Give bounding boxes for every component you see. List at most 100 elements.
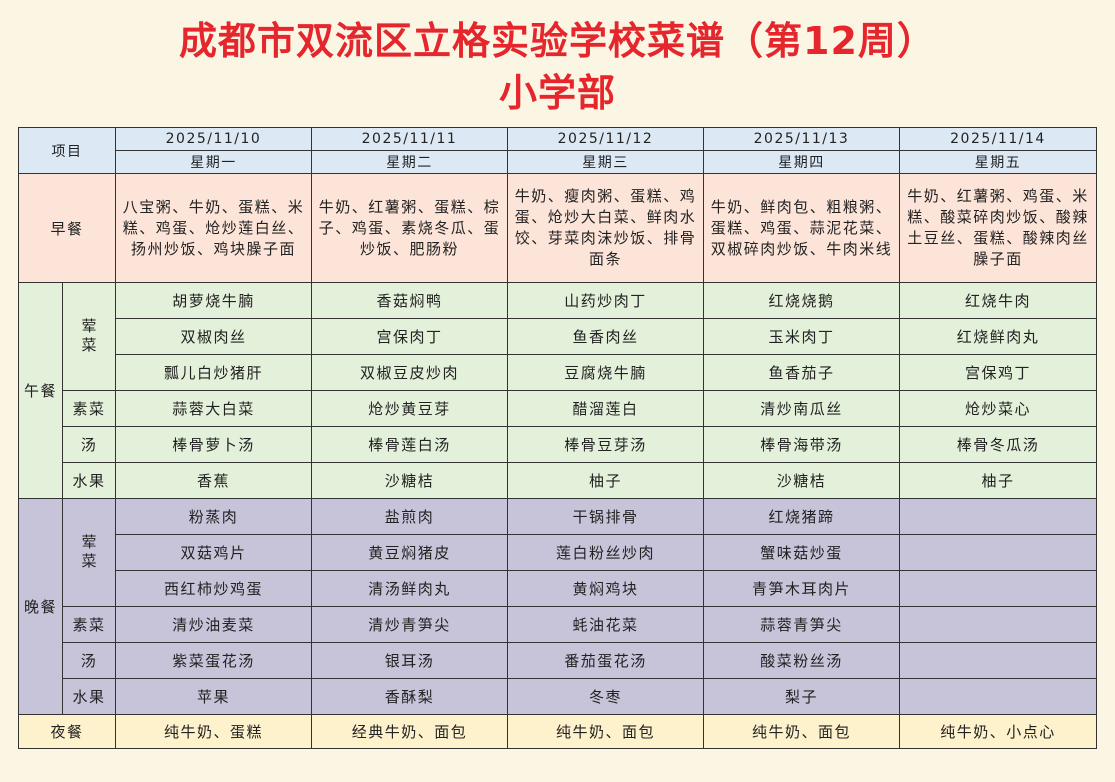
lunch-row: 午餐 荤菜 胡萝烧牛腩 香菇焖鸭 山药炒肉丁 红烧烧鹅 红烧牛肉	[18, 282, 1097, 499]
lunch-dish-cell: 沙糖桔	[311, 462, 508, 499]
lunch-dish-cell: 豆腐烧牛腩	[507, 354, 704, 391]
dinner-dish-cell: 莲白粉丝炒肉	[507, 534, 704, 571]
menu-table: 项目 2025/11/10 2025/11/11 2025/11/12 2025/11/…	[18, 127, 1097, 749]
lunch-dish-cell: 柚子	[899, 462, 1097, 499]
dinner-dish-cell: 冬枣	[507, 678, 704, 715]
lunch-dish-cell: 醋溜莲白	[507, 390, 704, 427]
dinner-dish-cell	[899, 606, 1097, 643]
lunch-dish-cell: 双椒肉丝	[115, 318, 312, 355]
header-row-dates: 项目 2025/11/10 2025/11/11 2025/11/12 2025/11/…	[18, 127, 1097, 174]
dinner-row: 晚餐 荤菜 粉蒸肉 盐煎肉 干锅排骨 红烧猪蹄	[18, 498, 1097, 715]
lunch-dish-cell: 棒骨冬瓜汤	[899, 426, 1097, 463]
night-snack-label: 夜餐	[18, 714, 116, 749]
lunch-dish-cell: 鱼香茄子	[703, 354, 900, 391]
lunch-dish-cell: 棒骨豆芽汤	[507, 426, 704, 463]
dinner-dish-cell: 蟹味菇炒蛋	[703, 534, 900, 571]
lunch-dish-cell: 宫保鸡丁	[899, 354, 1097, 391]
lunch-dish-cell: 棒骨海带汤	[703, 426, 900, 463]
item-label: 项目	[18, 127, 116, 174]
dinner-dish-cell: 黄豆焖猪皮	[311, 534, 508, 571]
dinner-dish-cell: 梨子	[703, 678, 900, 715]
lunch-dish-cell: 红烧牛肉	[899, 282, 1097, 319]
dinner-dish-cell: 盐煎肉	[311, 498, 508, 535]
lunch-category: 汤	[62, 426, 116, 463]
page-subtitle: 小学部	[498, 71, 616, 115]
lunch-dish-cell: 沙糖桔	[703, 462, 900, 499]
breakfast-cell: 牛奶、红薯粥、蛋糕、棕子、鸡蛋、素烧冬瓜、蛋炒饭、肥肠粉	[311, 173, 508, 283]
dinner-dish-cell: 蚝油花菜	[507, 606, 704, 643]
dinner-dish-cell: 清汤鲜肉丸	[311, 570, 508, 607]
date-cell: 2025/11/12	[507, 127, 704, 151]
night-snack-cell: 纯牛奶、小点心	[899, 714, 1097, 749]
lunch-row: 瓢儿白炒猪肝 双椒豆皮炒肉 豆腐烧牛腩 鱼香茄子 宫保鸡丁	[19, 354, 1097, 391]
lunch-dish-cell: 蒜蓉大白菜	[115, 390, 312, 427]
lunch-dish-cell: 炝炒菜心	[899, 390, 1097, 427]
breakfast-label: 早餐	[18, 173, 116, 283]
dinner-category: 荤菜	[62, 498, 116, 607]
dinner-dish-cell: 银耳汤	[311, 642, 508, 679]
breakfast-cell: 牛奶、鲜肉包、粗粮粥、蛋糕、鸡蛋、蒜泥花菜、双椒碎肉炒饭、牛肉米线	[703, 173, 900, 283]
weekday-cell: 星期一	[115, 150, 312, 174]
lunch-dish-cell: 柚子	[507, 462, 704, 499]
lunch-dish-cell: 鱼香肉丝	[507, 318, 704, 355]
breakfast-row: 早餐 八宝粥、牛奶、蛋糕、米糕、鸡蛋、炝炒莲白丝、扬州炒饭、鸡块臊子面 牛奶、红薯粥…	[18, 173, 1097, 283]
dinner-category: 汤	[62, 642, 116, 679]
dinner-dish-cell: 粉蒸肉	[115, 498, 312, 535]
dinner-dish-cell: 双菇鸡片	[115, 534, 312, 571]
dinner-row: 双菇鸡片 黄豆焖猪皮 莲白粉丝炒肉 蟹味菇炒蛋	[19, 534, 1097, 571]
dinner-dish-cell: 紫菜蛋花汤	[115, 642, 312, 679]
header-row-weekdays: 星期一 星期二 星期三 星期四 星期五	[19, 150, 1097, 174]
dinner-dish-cell	[899, 642, 1097, 679]
dinner-dish-cell: 香酥梨	[311, 678, 508, 715]
dinner-dish-cell	[899, 570, 1097, 607]
lunch-dish-cell: 炝炒黄豆芽	[311, 390, 508, 427]
dinner-dish-cell	[899, 534, 1097, 571]
dinner-row: 水果 苹果 香酥梨 冬枣 梨子	[19, 678, 1097, 715]
date-cell: 2025/11/13	[703, 127, 900, 151]
date-cell: 2025/11/14	[899, 127, 1097, 151]
dinner-row: 素菜 清炒油麦菜 清炒青笋尖 蚝油花菜 蒜蓉青笋尖	[19, 606, 1097, 643]
dinner-dish-cell	[899, 678, 1097, 715]
dinner-dish-cell: 西红柿炒鸡蛋	[115, 570, 312, 607]
lunch-category: 荤菜	[62, 282, 116, 391]
dinner-label: 晚餐	[18, 498, 63, 715]
lunch-dish-cell: 胡萝烧牛腩	[115, 282, 312, 319]
weekday-cell: 星期二	[311, 150, 508, 174]
lunch-dish-cell: 棒骨莲白汤	[311, 426, 508, 463]
weekday-cell: 星期三	[507, 150, 704, 174]
dinner-dish-cell: 酸菜粉丝汤	[703, 642, 900, 679]
date-cell: 2025/11/11	[311, 127, 508, 151]
lunch-dish-cell: 香菇焖鸭	[311, 282, 508, 319]
lunch-dish-cell: 双椒豆皮炒肉	[311, 354, 508, 391]
dinner-dish-cell: 干锅排骨	[507, 498, 704, 535]
dinner-category: 水果	[62, 678, 116, 715]
dinner-dish-cell: 红烧猪蹄	[703, 498, 900, 535]
breakfast-cell: 牛奶、红薯粥、鸡蛋、米糕、酸菜碎肉炒饭、酸辣土豆丝、蛋糕、酸辣肉丝臊子面	[899, 173, 1097, 283]
date-cell: 2025/11/10	[115, 127, 312, 151]
night-snack-cell: 纯牛奶、面包	[703, 714, 900, 749]
lunch-dish-cell: 香蕉	[115, 462, 312, 499]
lunch-row: 水果 香蕉 沙糖桔 柚子 沙糖桔 柚子	[19, 462, 1097, 499]
lunch-dish-cell: 红烧烧鹅	[703, 282, 900, 319]
dinner-dish-cell	[899, 498, 1097, 535]
dinner-row: 汤紫菜蛋花汤 银耳汤 番茄蛋花汤 酸菜粉丝汤	[19, 642, 1097, 679]
dinner-row: 西红柿炒鸡蛋 清汤鲜肉丸 黄焖鸡块 青笋木耳肉片	[19, 570, 1097, 607]
lunch-category: 水果	[62, 462, 116, 499]
lunch-category: 素菜	[62, 390, 116, 427]
lunch-dish-cell: 瓢儿白炒猪肝	[115, 354, 312, 391]
dinner-dish-cell: 番茄蛋花汤	[507, 642, 704, 679]
dinner-dish-cell: 蒜蓉青笋尖	[703, 606, 900, 643]
breakfast-cell: 牛奶、瘦肉粥、蛋糕、鸡蛋、炝炒大白菜、鲜肉水饺、芽菜肉沫炒饭、排骨面条	[507, 173, 704, 283]
dinner-dish-cell: 黄焖鸡块	[507, 570, 704, 607]
lunch-row: 素菜 蒜蓉大白菜 炝炒黄豆芽 醋溜莲白 清炒南瓜丝 炝炒菜心	[19, 390, 1097, 427]
night-snack-row: 夜餐 纯牛奶、蛋糕 经典牛奶、面包 纯牛奶、面包 纯牛奶、面包 纯牛奶、小点心	[18, 714, 1097, 749]
lunch-dish-cell: 清炒南瓜丝	[703, 390, 900, 427]
lunch-dish-cell: 宫保肉丁	[311, 318, 508, 355]
lunch-dish-cell: 玉米肉丁	[703, 318, 900, 355]
night-snack-cell: 经典牛奶、面包	[311, 714, 508, 749]
dinner-dish-cell: 青笋木耳肉片	[703, 570, 900, 607]
lunch-dish-cell: 棒骨萝卜汤	[115, 426, 312, 463]
lunch-row: 双椒肉丝 宫保肉丁 鱼香肉丝 玉米肉丁 红烧鲜肉丸	[19, 318, 1097, 355]
page-title: 成都市双流区立格实验学校菜谱（第12周）	[179, 19, 936, 63]
night-snack-cell: 纯牛奶、蛋糕	[115, 714, 312, 749]
